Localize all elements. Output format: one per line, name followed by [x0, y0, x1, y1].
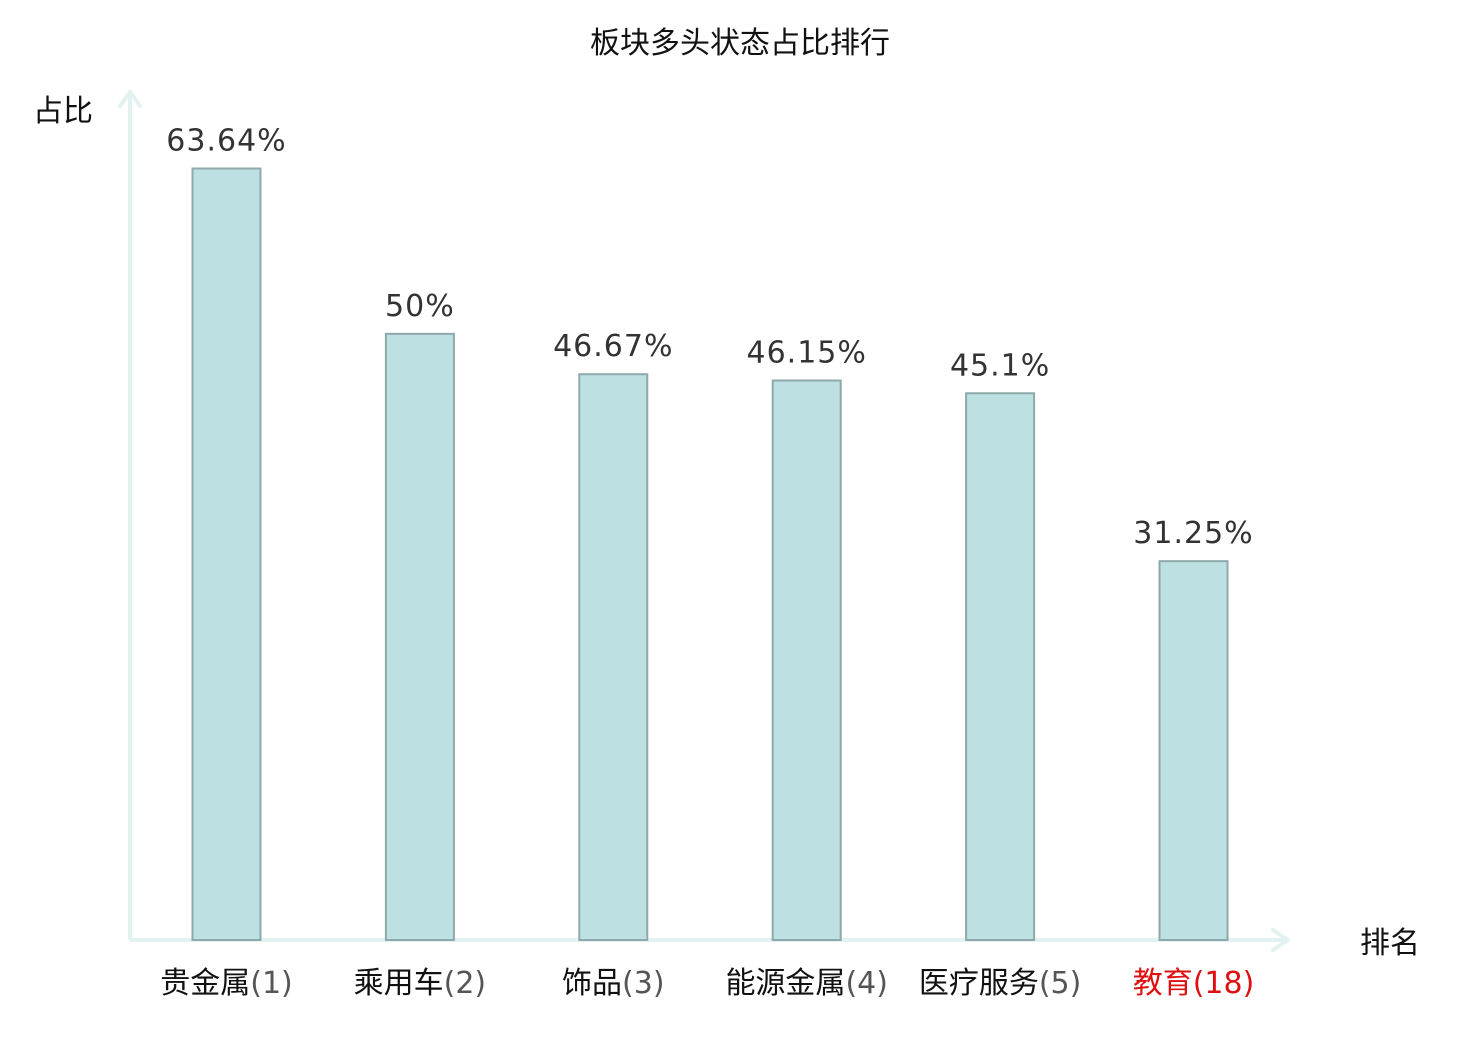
x-tick-label: 教育(18): [1133, 966, 1255, 1001]
x-tick-label: 饰品(3): [562, 966, 665, 1001]
x-tick-category-name: 饰品: [562, 966, 622, 1001]
bar-value-label: 50%: [385, 289, 455, 324]
x-axis-label: 排名: [1360, 926, 1420, 961]
x-tick-category-name: 能源金属: [725, 966, 845, 1001]
y-axis-arrow: [118, 90, 142, 108]
x-tick-rank: (18): [1193, 966, 1255, 1001]
bar-value-label: 46.15%: [747, 336, 867, 371]
bar-value-label: 46.67%: [553, 329, 673, 364]
bar: [965, 392, 1036, 941]
x-tick-rank: (5): [1039, 966, 1082, 1001]
bar: [578, 373, 649, 941]
x-tick-rank: (1): [250, 966, 293, 1001]
bars-group: [191, 167, 1229, 941]
bar: [191, 167, 262, 941]
x-tick-category-name: 医疗服务: [919, 966, 1039, 1001]
axes: [118, 90, 1290, 952]
bar: [384, 332, 455, 941]
y-axis-label: 占比: [33, 94, 93, 129]
x-tick-label: 贵金属(1): [160, 966, 293, 1001]
x-axis-arrow: [1271, 928, 1290, 952]
chart-title: 板块多头状态占比排行: [590, 26, 890, 61]
bar: [771, 379, 842, 941]
bar-value-label: 31.25%: [1133, 516, 1253, 551]
x-tick-rank: (4): [845, 966, 888, 1001]
x-tick-rank: (3): [622, 966, 665, 1001]
x-tick-category-name: 贵金属: [160, 966, 250, 1001]
bar-value-label: 63.64%: [166, 124, 286, 159]
x-tick-category-name: 乘用车: [354, 966, 444, 1001]
bar-value-label: 45.1%: [950, 348, 1050, 383]
x-tick-rank: (2): [444, 966, 487, 1001]
x-tick-label: 能源金属(4): [725, 966, 888, 1001]
category-labels-group: 贵金属(1) 乘用车(2) 饰品(3) 能源金属(4) 医疗服务(5) 教育(18): [160, 966, 1254, 1001]
bar: [1158, 560, 1229, 941]
x-tick-category-name: 教育: [1133, 966, 1193, 1001]
x-tick-label: 乘用车(2): [354, 966, 487, 1001]
x-tick-label: 医疗服务(5): [919, 966, 1082, 1001]
value-labels-group: 63.64% 50% 46.67% 46.15% 45.1% 31.25%: [166, 124, 1253, 552]
